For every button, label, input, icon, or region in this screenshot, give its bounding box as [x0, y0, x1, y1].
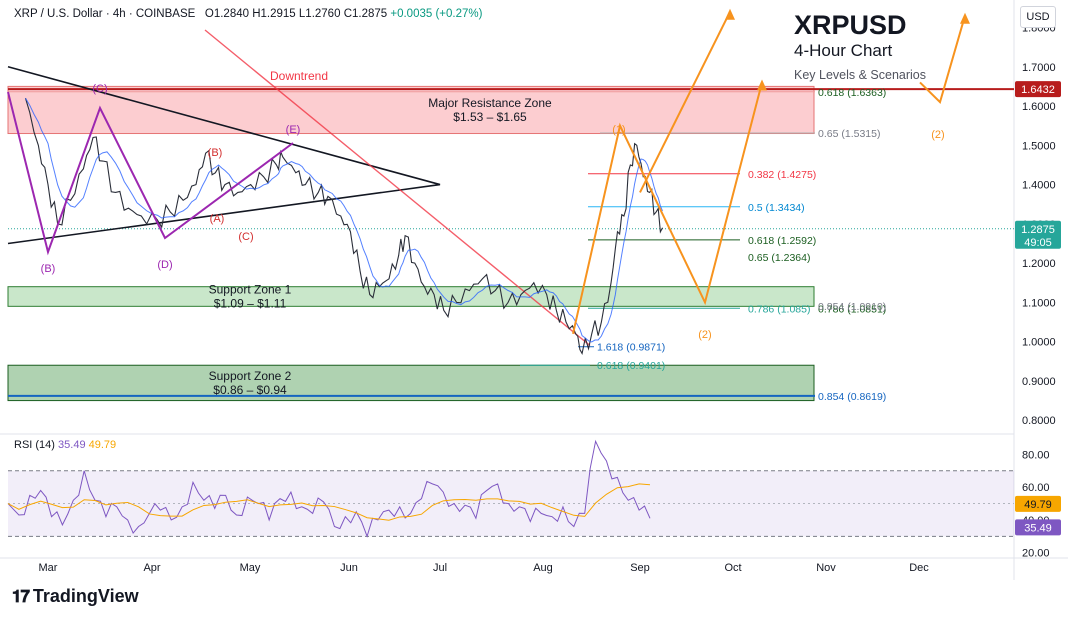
fib-level-label: 0.65 (1.2364)	[748, 252, 810, 264]
fib-level-label: 0.618 (0.9401)	[597, 360, 665, 372]
tradingview-logo-icon: 𝟏𝟕	[12, 586, 30, 606]
scenario-arrow	[725, 8, 735, 20]
symbol-header: XRP / U.S. Dollar · 4h · COINBASE O1.284…	[14, 8, 482, 20]
rsi-tick: 20.00	[1022, 548, 1050, 560]
price-tick: 1.6000	[1022, 101, 1056, 113]
zone-3	[7, 364, 815, 402]
downtrend-line	[204, 29, 591, 347]
scenario-path	[639, 11, 731, 193]
scenario-label: (2)	[698, 329, 711, 341]
badge-text: 1.2875	[1021, 224, 1055, 236]
price-badge-top: 1.6432	[1015, 81, 1061, 98]
wave-label: (A)	[210, 213, 225, 225]
chart-subtitle-2: Key Levels & Scenarios	[794, 68, 927, 82]
fib-level-label: 1.618 (0.9871)	[597, 342, 665, 354]
fib-level-label: 0.786 (1.085)	[748, 303, 810, 315]
fib-level-label: 0.618 (1.2592)	[748, 235, 816, 247]
rsi-tick: 60.00	[1022, 482, 1050, 494]
wave-label: (C)	[238, 231, 253, 243]
ohlc-high: H1.2915	[252, 8, 296, 20]
price-tick: 0.9000	[1022, 376, 1056, 388]
time-tick: Jun	[340, 562, 358, 574]
fib-level-label: 0.854 (1.0910)	[818, 301, 886, 313]
badge-text: 1.6432	[1021, 84, 1055, 96]
time-tick: Dec	[909, 562, 929, 574]
price-series	[24, 98, 664, 355]
chart-title: XRPUSD	[794, 10, 907, 40]
time-tick: Aug	[533, 562, 553, 574]
time-tick: Mar	[39, 562, 58, 574]
zone-1	[7, 85, 815, 135]
chart-subtitle: 4-Hour Chart	[794, 41, 893, 60]
time-tick: Oct	[724, 562, 741, 574]
rsi-ma-badge: 49.79	[1015, 495, 1061, 512]
fib-level-label: 0.382 (1.4275)	[748, 169, 816, 181]
time-tick: Apr	[143, 562, 160, 574]
rsi-ma-line	[7, 483, 651, 521]
ohlc-change: +0.0035 (+0.27%)	[390, 8, 483, 20]
price-tick: 1.0000	[1022, 337, 1056, 349]
rsi-tick: 80.00	[1022, 449, 1050, 461]
scenario-arrow	[757, 79, 767, 91]
price-tick: 1.7000	[1022, 62, 1056, 74]
chart-title-block: XRPUSD 4-Hour Chart Key Levels & Scenari…	[794, 10, 926, 88]
rsi-ma-value: 49.79	[88, 439, 117, 451]
scenario-label: (2)	[931, 129, 944, 141]
price-tick: 1.5000	[1022, 140, 1056, 152]
fib-level-label: 0.65 (1.5315)	[818, 128, 880, 140]
price-tick: 1.4000	[1022, 180, 1056, 192]
scenario-path	[919, 15, 966, 104]
zone-2	[7, 286, 815, 307]
scenario-arrow	[960, 12, 970, 24]
price-tick: 0.8000	[1022, 415, 1056, 427]
ohlc-low: L1.2760	[298, 8, 341, 20]
zone-label: Major Resistance Zone	[428, 96, 552, 110]
badge-text: 49.79	[1024, 499, 1052, 511]
fib-level-label: 0.786 (1.0851)	[818, 303, 886, 315]
price-tick: 1.2000	[1022, 258, 1056, 270]
wave-label: (C)	[92, 83, 107, 95]
wave-label: (B)	[41, 263, 56, 275]
badge-text: 49:05	[1024, 237, 1052, 249]
rsi-value: 35.49	[58, 439, 86, 451]
scenario-path	[572, 82, 763, 335]
downtrend-label: Downtrend	[270, 69, 328, 83]
time-tick: May	[240, 562, 261, 574]
rsi-badge: 35.49	[1015, 519, 1061, 536]
wave-label: (B)	[208, 147, 223, 159]
badge-text: 35.49	[1024, 522, 1052, 534]
zone-range: $0.86 – $0.94	[213, 383, 287, 397]
scenario-label: (1)	[612, 124, 625, 136]
fib-level-label: 0.854 (0.8619)	[818, 391, 886, 403]
zone-range: $1.53 – $1.65	[453, 110, 527, 124]
rsi-label: RSI (14)	[14, 439, 55, 451]
wave-label: (E)	[286, 124, 301, 136]
rsi-header: RSI (14) 35.49 49.79	[14, 439, 116, 451]
symbol-name: XRP / U.S. Dollar · 4h · COINBASE	[14, 8, 196, 20]
time-tick: Jul	[433, 562, 447, 574]
rsi-band	[8, 470, 1014, 537]
tradingview-brand[interactable]: 𝟏𝟕 TradingView	[12, 586, 139, 607]
ohlc-open: O1.2840	[204, 8, 250, 20]
zone-label: Support Zone 1	[209, 283, 292, 297]
price-tick: 1.1000	[1022, 297, 1056, 309]
currency-button[interactable]: USD	[1020, 6, 1056, 28]
zone-range: $1.09 – $1.11	[214, 297, 287, 311]
fib-level-label: 0.5 (1.3434)	[748, 202, 805, 214]
wave-label: (D)	[157, 259, 172, 271]
zone-label: Support Zone 2	[209, 369, 292, 383]
triangle-pattern	[7, 65, 441, 245]
time-tick: Sep	[630, 562, 650, 574]
ohlc-close: C1.2875	[343, 8, 388, 20]
rsi-line	[7, 439, 651, 538]
fib-level-label: 0.618 (1.6363)	[818, 87, 886, 99]
moving-average-line	[25, 97, 663, 343]
brand-name: TradingView	[32, 586, 139, 606]
wave-pattern	[7, 91, 294, 256]
time-tick: Nov	[816, 562, 836, 574]
